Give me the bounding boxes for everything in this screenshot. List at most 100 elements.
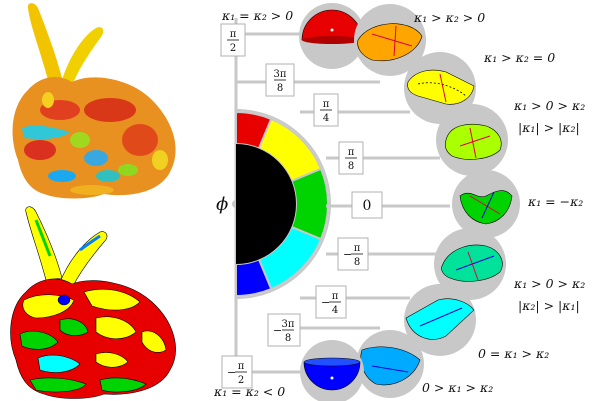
angle-label-text: 0 [363,198,372,214]
patch-symmetric-saddle [459,190,513,225]
patch-7-curv-line [419,307,463,327]
angle-label-numerator: π [354,243,361,254]
angle-label-numerator: π [230,29,237,40]
bunny1-red-patch-3 [122,124,158,156]
bunny2-yellow-3 [95,316,137,340]
angle-label-a_pi2: π2 [220,23,246,57]
bunny1-cyan-patch-2 [96,170,120,182]
angle-label-numerator: 3π [282,319,295,330]
angle-label-a_m3pi8: −3π 8 [267,313,301,347]
angle-label-denominator: 2 [230,43,236,54]
patch-3-ridge-line [417,82,467,97]
bunny1-yellow-patch-1 [152,150,168,170]
bunny2-green-3 [29,377,87,393]
angle-label-sign: − [321,296,330,309]
bunny1-texture [22,92,168,195]
bunny2-green-4 [99,377,147,393]
bunny1-red-patch-2 [84,98,136,122]
angle-label-numerator: π [323,99,330,110]
patch-9-point [330,376,334,380]
patch-sphere-cup-rim [303,357,361,367]
condition-saddle-k2-a: κ₁ > 0 > κ₂ [513,276,585,291]
angle-label-a_3pi8: 3π8 [265,63,295,97]
angle-label-a_mpi4: − π 4 [315,285,347,319]
angle-label-sign: − [343,248,352,261]
angle-label-denominator: 4 [332,305,338,316]
condition-ridge: κ₁ > κ₂ = 0 [483,50,555,65]
bunny2-right-ear [59,231,108,289]
angle-label-numerator: 3π [274,69,287,80]
bunny2-blue-1 [57,294,71,306]
angle-label-a_0: 0 [351,191,383,219]
bunny1-blue-patch-1 [84,150,108,166]
bunny1-cyan-patch-1 [22,125,70,140]
angle-label-numerator: π [348,147,355,158]
ring-outline [235,109,331,299]
angle-label-a_pi4: π4 [313,93,339,127]
condition-saddle-k2-b: |κ₂| > |κ₁| [518,298,580,313]
angle-label-box [351,191,383,219]
patch-valley [405,298,475,340]
patch-8-curv-line [371,365,409,373]
bunny2-yellow-4 [141,330,167,353]
bunny-continuous [12,3,176,199]
condition-elliptic-positive: κ₁ > κ₂ > 0 [413,10,485,25]
bunny2-cyan-1 [37,354,81,373]
inner-black-halfdisk [236,144,296,264]
bunny1-yellow-patch-2 [42,92,54,108]
bunny1-red-patch-4 [24,140,56,160]
angle-label-sign: − [227,366,236,379]
angle-label-denominator: 4 [323,113,329,124]
bunny2-yellow-2 [83,289,141,311]
bunny2-ear-stripe-2 [79,234,101,252]
patch-2-curv-line-1 [371,33,413,47]
angle-label-sign: − [273,324,282,337]
patch-4-curv-line-2 [469,127,477,159]
angle-label-denominator: 8 [277,83,283,94]
bunny1-feet [70,185,114,195]
condition-umbilic-positive: κ₁ = κ₂ > 0 [221,8,293,23]
patch-4-curv-line-1 [459,135,491,147]
angle-label-denominator: 8 [285,333,291,344]
angle-label-numerator: π [238,361,245,372]
patch-elliptic-positive [357,23,423,62]
condition-saddle-k1-b: |κ₁| > |κ₂| [518,120,580,135]
patch-6-curv-line-1 [455,255,495,271]
bunny-quantized [10,206,176,399]
bunny1-left-ear [27,3,63,80]
patch-sphere-cup-negative [303,361,361,391]
patch-1-point [330,28,334,32]
angle-label-denominator: 8 [348,161,354,172]
phi-axis-label: ϕ [216,194,228,215]
surface-patches [299,3,520,401]
patch-sphere-cap-rim [302,36,362,44]
condition-symmetric-saddle: κ₁ = −κ₂ [527,194,583,209]
patch-6-curv-line-2 [467,251,479,281]
condition-saddle-k1-a: κ₁ > 0 > κ₂ [513,98,585,113]
bunny1-green-patch-1 [118,164,138,176]
patch-ridge [407,69,475,105]
angle-label-a_mpi8: − π 8 [337,237,369,271]
patch-3-curv-line [439,73,447,103]
bunny2-green-1 [19,330,59,350]
angle-label-a_mpi2: − π 2 [221,355,253,389]
condition-labels: κ₁ = κ₂ > 0 κ₁ > κ₂ > 0 κ₁ > κ₂ = 0 κ₁ >… [213,8,585,399]
bunny2-ear-stripe-1 [34,219,52,257]
bunny1-right-ear [62,27,104,86]
bunny2-green-2 [59,318,89,336]
angle-label-numerator: π [332,291,339,302]
condition-umbilic-negative: κ₁ = κ₂ < 0 [213,384,285,399]
shape-index-wheel: ϕ [216,18,450,388]
bunny1-green-patch-2 [70,132,90,148]
bunny2-yellow-5 [95,352,129,368]
angle-label-denominator: 2 [238,375,244,386]
bunny1-blue-patch-2 [48,170,76,182]
patch-5-curv-line-1 [469,195,501,215]
angle-label-a_pi8: π8 [338,141,364,175]
angle-label-denominator: 8 [354,257,360,268]
condition-valley: 0 = κ₁ > κ₂ [478,346,549,361]
condition-elliptic-negative: 0 > κ₁ > κ₂ [422,380,493,395]
